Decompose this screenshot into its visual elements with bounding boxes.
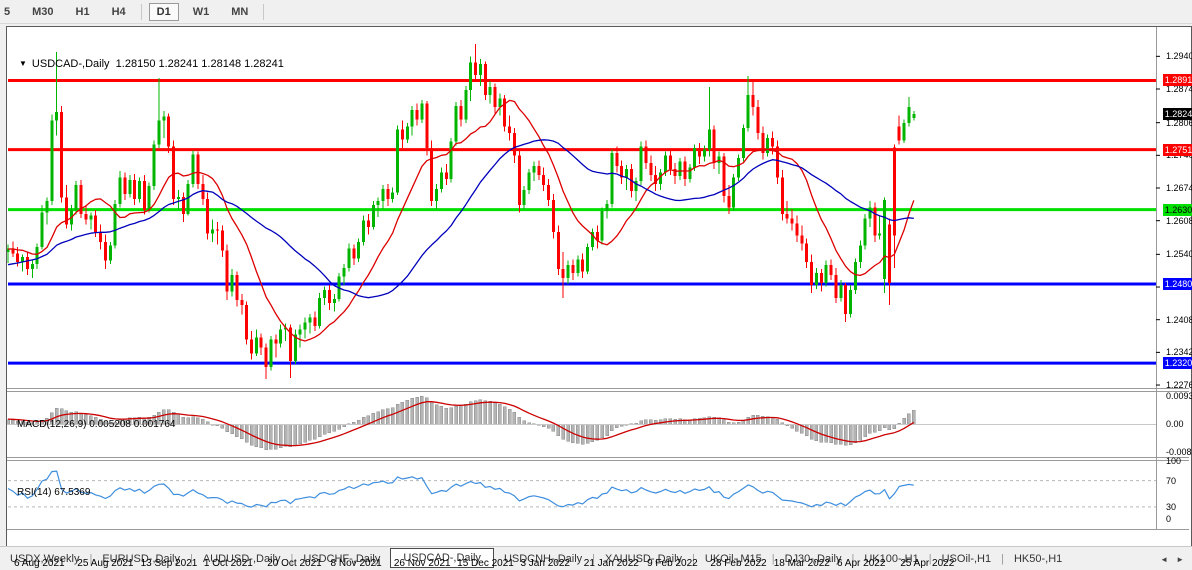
rsi-scale-label: 70: [1166, 475, 1177, 486]
x-axis-label: 28 Feb 2022: [710, 558, 767, 569]
tab-dj30-daily[interactable]: DJ30-,Daily: [784, 553, 842, 565]
current-price-badge: 1.28241: [1163, 107, 1192, 120]
tab-usdcad-daily[interactable]: USDCAD-,Daily: [390, 548, 494, 568]
x-axis-label: 1 Oct 2021: [203, 558, 253, 569]
tab-separator: |: [928, 553, 932, 565]
timeframe-mn[interactable]: MN: [231, 5, 249, 18]
tab-separator: |: [89, 553, 93, 565]
timeframe-m30[interactable]: M30: [32, 5, 54, 18]
chart-window: ▼ USDCAD-,Daily 1.28150 1.28241 1.28148 1…: [6, 26, 1192, 569]
x-axis-label: 13 Sep 2021: [140, 558, 198, 569]
symbol-tab-bar: USDX,Weekly | EURUSD-,Daily | AUDUSD-,Daily |…: [0, 546, 1192, 570]
macd-indicator-label: MACD(12,26,9) 0.005208 0.001764: [17, 419, 176, 430]
x-axis-label: 26 Nov 2021: [393, 558, 451, 569]
macd-scale-label: 0.00: [1166, 419, 1184, 429]
timeframe-h1[interactable]: H1: [75, 5, 90, 18]
timeframe-5[interactable]: 5: [4, 5, 11, 18]
price-tick: 1.26080: [1166, 215, 1192, 226]
timeframe-w1[interactable]: W1: [192, 5, 210, 18]
x-axis-label: 21 Jan 2022: [583, 558, 639, 569]
tab-usdx-weekly[interactable]: USDX,Weekly: [10, 553, 80, 565]
price-tick: 1.23420: [1166, 347, 1192, 358]
toolbar-separator: [140, 3, 142, 20]
x-axis-label: 25 Apr 2022: [900, 558, 955, 569]
rsi-indicator-label: RSI(14) 67.5369: [17, 487, 91, 498]
tab-separator: |: [692, 553, 695, 565]
macd-scale-label: -0.008903: [1166, 447, 1192, 457]
rsi-scale-label: 0: [1166, 514, 1172, 524]
x-axis-label: 9 Feb 2022: [647, 558, 698, 569]
tab-hk50-h1[interactable]: HK50-,H1: [1013, 553, 1063, 565]
macd-scale-label: 0.009345: [1166, 391, 1192, 401]
x-axis-label: 18 Mar 2022: [773, 558, 830, 569]
tab-separator: |: [189, 553, 193, 565]
rsi-scale-label: 30: [1166, 501, 1177, 512]
price-tick: 1.25400: [1166, 249, 1192, 260]
tab-usoil-h1[interactable]: USOil-,H1: [941, 553, 992, 565]
tab-scroll-left-icon[interactable]: ◄: [1160, 554, 1169, 564]
price-tick: 1.29400: [1166, 51, 1192, 62]
x-axis-label: 6 Aug 2021: [14, 558, 65, 569]
price-tick: 1.24080: [1166, 314, 1192, 325]
tab-usdchf-daily[interactable]: USDCHF-,Daily: [303, 553, 381, 565]
tab-usdcnh-daily[interactable]: USDCNH-,Daily: [503, 553, 583, 565]
tab-audusd-daily[interactable]: AUDUSD-,Daily: [202, 553, 281, 565]
symbol-dropdown-icon[interactable]: ▼: [19, 59, 27, 68]
x-axis-label: 8 Nov 2021: [330, 558, 382, 569]
level-price-badge: 1.28912: [1163, 74, 1192, 87]
toolbar-separator: [263, 3, 265, 20]
x-axis-label: 3 Jan 2022: [520, 558, 570, 569]
x-axis-label: 20 Oct 2021: [267, 558, 322, 569]
price-tick: 1.28060: [1166, 117, 1192, 128]
tab-separator: |: [592, 553, 596, 565]
rsi-scale-label: 100: [1166, 456, 1182, 466]
tab-ukoil-m15[interactable]: UKOil-,M15: [704, 553, 762, 565]
tab-xauusd-daily[interactable]: XAUUSD-,Daily: [605, 553, 683, 565]
level-price-badge: 1.23203: [1163, 357, 1192, 370]
tab-scroll-controls: ◄ ►: [1156, 553, 1192, 566]
chart-title: ▼ USDCAD-,Daily 1.28150 1.28241 1.28148 1…: [19, 58, 284, 70]
chart-ohlc-values: 1.28150 1.28241 1.28148 1.28241: [115, 58, 284, 70]
tab-uk100-h1[interactable]: UK100-,H1: [864, 553, 919, 565]
x-axis-label: 6 Apr 2022: [837, 558, 886, 569]
chart-plot[interactable]: [7, 27, 1189, 544]
level-price-badge: 1.27515: [1163, 143, 1192, 156]
timeframe-toolbar: 5 M30 H1 H4 D1 W1 MN: [0, 0, 1192, 24]
tab-separator: |: [290, 553, 294, 565]
timeframe-h4[interactable]: H4: [111, 5, 126, 18]
price-tick: 1.22760: [1166, 380, 1192, 391]
level-price-badge: 1.24800: [1163, 278, 1192, 291]
x-axis-label: 15 Dec 2021: [457, 558, 514, 569]
tab-separator: |: [851, 553, 855, 565]
tab-separator: |: [771, 553, 775, 565]
tab-scroll-right-icon[interactable]: ►: [1176, 554, 1184, 564]
tab-separator: |: [1001, 553, 1004, 565]
price-tick: 1.28740: [1166, 84, 1192, 94]
timeframe-d1[interactable]: D1: [148, 2, 179, 21]
x-axis-label: 25 Aug 2021: [77, 558, 134, 569]
level-price-badge: 1.26303: [1163, 203, 1192, 216]
tab-eurusd-daily[interactable]: EURUSD-,Daily: [102, 553, 180, 565]
price-tick: 1.26740: [1166, 183, 1192, 193]
chart-symbol-label: USDCAD-,Daily: [31, 58, 110, 70]
